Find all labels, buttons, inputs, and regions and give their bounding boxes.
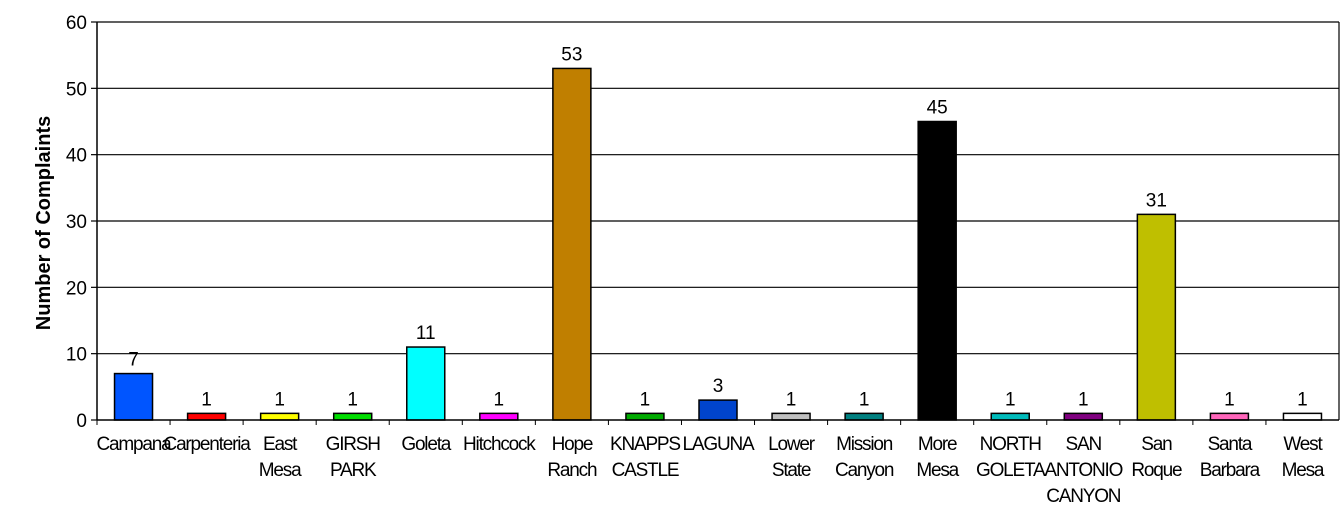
bar	[698, 399, 738, 421]
bar	[406, 346, 446, 421]
x-tick-label-line: East	[263, 434, 298, 455]
data-label: 1	[1005, 389, 1016, 410]
x-tick-label: Lower State	[768, 434, 816, 481]
x-tick-label-line: ANTONIO	[1044, 460, 1122, 481]
x-tick-label: LAGUNA	[683, 434, 755, 455]
x-tick-label-line: Goleta	[401, 434, 451, 455]
x-tick-label: More Mesa	[916, 434, 959, 481]
x-tick-label-line: Carpenteria	[164, 434, 252, 455]
bar	[844, 412, 884, 421]
gridlines	[97, 21, 1339, 355]
x-tick-label-line: LAGUNA	[683, 434, 755, 455]
y-tick-label: 50	[66, 79, 87, 100]
bar	[1209, 412, 1250, 421]
x-tick-label-line: Mesa	[259, 460, 302, 481]
bar	[552, 67, 592, 421]
bar	[917, 120, 957, 421]
data-label: 7	[128, 350, 139, 371]
bar	[625, 412, 665, 421]
x-tick-label-line: GOLETA	[976, 460, 1046, 481]
x-tick-label-line: Roque	[1131, 460, 1182, 481]
x-tick-label-line: San	[1141, 434, 1172, 455]
x-tick-label-line: Hitchcock	[463, 434, 536, 455]
bar	[771, 412, 811, 421]
y-tick-labels: 0 10 20 30 40 50 60	[66, 13, 87, 432]
x-tick-label-line: Santa	[1208, 434, 1253, 455]
data-label: 53	[561, 44, 582, 65]
y-tick-label: 30	[66, 212, 87, 233]
x-tick-label-line: Ranch	[547, 460, 597, 481]
x-tick-label-line: PARK	[330, 460, 377, 481]
x-tick-label-line: KNAPPS	[610, 434, 680, 455]
y-tick-label: 0	[76, 411, 87, 432]
x-tick-label-line: West	[1283, 434, 1323, 455]
y-tick-label: 20	[66, 278, 87, 299]
x-tick-label-line: CASTLE	[612, 460, 679, 481]
y-tick-label: 40	[66, 146, 87, 167]
bar	[259, 412, 300, 421]
x-tick-label-line: Barbara	[1200, 460, 1261, 481]
axes	[91, 21, 1340, 425]
y-axis-label: Number of Complaints	[33, 116, 55, 330]
x-tick-label-line: Canyon	[835, 460, 894, 481]
x-tick-label: Mission Canyon	[835, 434, 894, 481]
data-label: 45	[927, 98, 948, 119]
x-tick-label: Santa Barbara	[1200, 434, 1261, 481]
data-label: 1	[274, 389, 285, 410]
bar	[1136, 213, 1177, 421]
data-label: 1	[640, 389, 651, 410]
x-tick-label-line: CANYON	[1046, 486, 1121, 507]
data-label: 11	[416, 323, 436, 344]
bars	[113, 67, 1323, 421]
x-tick-label: San Roque	[1131, 434, 1182, 481]
x-tick-label-line: Mission	[836, 434, 893, 455]
x-tick-label: Hope Ranch	[547, 434, 597, 481]
data-label: 1	[1224, 389, 1235, 410]
x-tick-label: Carpenteria	[164, 434, 252, 455]
x-tick-label-line: Mesa	[916, 460, 959, 481]
y-tick-label: 10	[66, 345, 87, 366]
x-tick-label: Campana	[97, 434, 173, 455]
data-label: 1	[786, 389, 797, 410]
x-tick-label-line: Campana	[97, 434, 173, 455]
x-tick-label: Hitchcock	[463, 434, 536, 455]
bar	[1282, 412, 1323, 421]
data-label: 1	[1078, 389, 1089, 410]
x-tick-label-line: Hope	[552, 434, 593, 455]
bar	[990, 412, 1030, 421]
bar	[479, 412, 519, 421]
bar	[186, 412, 227, 421]
x-tick-label: GIRSH PARK	[326, 434, 381, 481]
x-tick-label-line: More	[918, 434, 957, 455]
x-tick-label-line: Lower	[768, 434, 816, 455]
x-tick-label-line: GIRSH	[326, 434, 381, 455]
data-label: 3	[713, 376, 724, 397]
data-label: 1	[201, 389, 212, 410]
x-tick-label: KNAPPS CASTLE	[610, 434, 680, 481]
bar	[332, 412, 373, 421]
data-label: 1	[347, 389, 358, 410]
bar	[113, 372, 154, 421]
x-tick-label-line: NORTH	[980, 434, 1042, 455]
x-tick-label-line: State	[772, 460, 811, 481]
x-tick-label: NORTH GOLETA	[976, 434, 1046, 481]
data-label: 1	[859, 389, 870, 410]
x-tick-label-line: Mesa	[1282, 460, 1325, 481]
data-label: 1	[1297, 389, 1308, 410]
x-tick-label-line: SAN	[1066, 434, 1102, 455]
data-label: 1	[494, 389, 505, 410]
bar	[1063, 412, 1104, 421]
x-tick-label: SAN ANTONIO CANYON	[1044, 434, 1122, 507]
data-label: 31	[1146, 190, 1167, 211]
x-tick-label: West Mesa	[1282, 434, 1325, 481]
x-tick-label: East Mesa	[259, 434, 302, 481]
y-tick-label: 60	[66, 13, 87, 34]
x-tick-label: Goleta	[401, 434, 451, 455]
